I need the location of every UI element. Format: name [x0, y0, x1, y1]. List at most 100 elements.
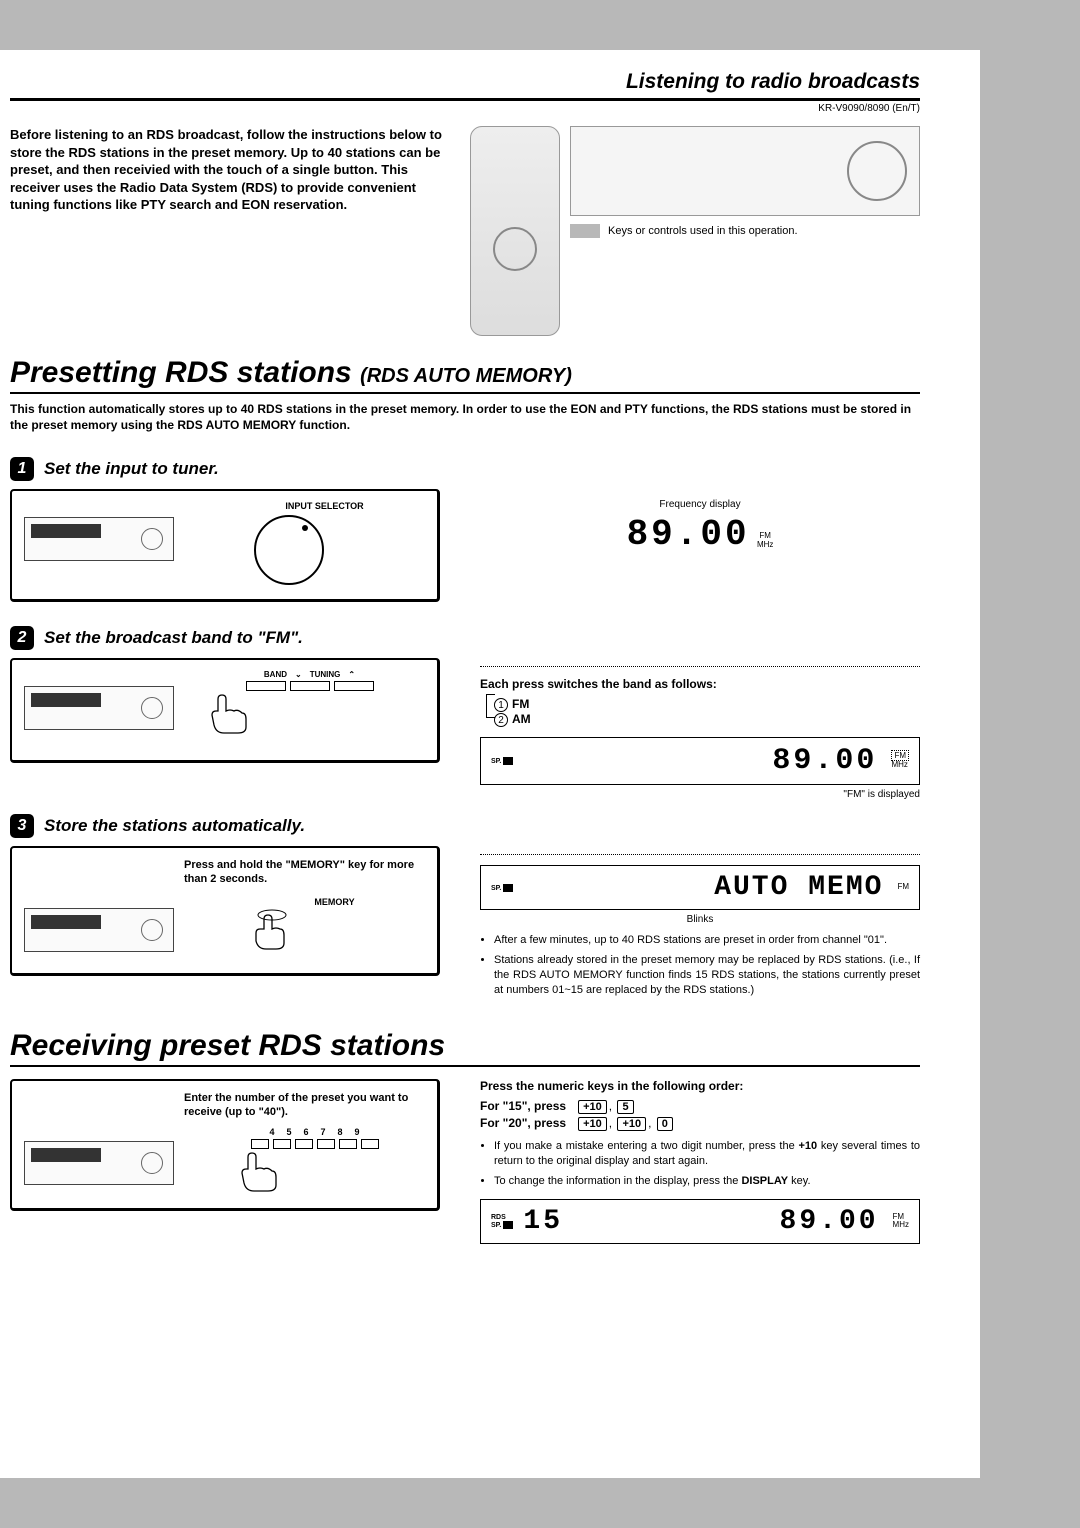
key-plus10-2: +10	[578, 1117, 607, 1131]
key-9: 9	[355, 1127, 360, 1137]
mini-receiver-icon-4	[24, 1141, 174, 1185]
step3-bullet2: Stations already stored in the preset me…	[494, 953, 920, 999]
band-list: 1 FM 2 AM	[494, 697, 531, 727]
step2-badge: 2	[10, 626, 34, 650]
step2-display: SP. 89.00 FM MHz	[480, 737, 920, 785]
sp-label-3: SP.	[491, 884, 513, 892]
freq-unit: FM MHz	[757, 532, 773, 550]
step3-badge: 3	[10, 814, 34, 838]
step3-bullets: After a few minutes, up to 40 RDS statio…	[480, 933, 920, 999]
section2-unit: FM MHz	[893, 1213, 909, 1231]
model-label: KR-V9090/8090 (En/T)	[10, 103, 920, 114]
key-4: 4	[269, 1127, 274, 1137]
key-6: 6	[303, 1127, 308, 1137]
press-numeric-text: Press the numeric keys in the following …	[480, 1079, 920, 1093]
receiver-illustration	[570, 126, 920, 216]
hand-icon-4	[234, 1149, 290, 1193]
step3-dot-rule	[480, 854, 920, 855]
sp-text-3: SP.	[491, 885, 501, 892]
section1-title-sub: (RDS AUTO MEMORY)	[360, 365, 572, 387]
key-5-box: 5	[617, 1100, 633, 1114]
fm-displayed-caption: "FM" is displayed	[480, 789, 920, 800]
tuning-label: TUNING	[310, 670, 341, 679]
opt2-num: 2	[494, 713, 508, 727]
section2-bullet2: To change the information in the display…	[494, 1174, 920, 1189]
step2-title: Set the broadcast band to "FM".	[44, 628, 303, 648]
intro-text: Before listening to an RDS broadcast, fo…	[10, 126, 450, 336]
freq-band: FM	[759, 531, 771, 540]
opt2-label: AM	[512, 712, 531, 726]
mini-receiver-icon-2	[24, 686, 174, 730]
step3-title: Store the stations automatically.	[44, 816, 305, 836]
section2-rule	[10, 1065, 920, 1067]
page-title: Listening to radio broadcasts	[10, 70, 920, 94]
section1-desc: This function automatically stores up to…	[10, 402, 920, 433]
section1-title-main: Presetting RDS stations	[10, 356, 352, 389]
freq-mhz: MHz	[757, 540, 773, 549]
step1-title: Set the input to tuner.	[44, 459, 219, 479]
step2-unit: FM MHz	[891, 752, 909, 770]
section1-heading: Presetting RDS stations (RDS AUTO MEMORY…	[10, 356, 920, 390]
for15-label: For "15", press	[480, 1099, 566, 1113]
memory-instruction: Press and hold the "MEMORY" key for more…	[24, 858, 425, 887]
freq-caption: Frequency display	[480, 499, 920, 510]
opt1-num: 1	[494, 698, 508, 712]
tuning-down-button	[290, 681, 330, 691]
band-label: BAND	[264, 670, 287, 679]
step2-dot-rule	[480, 666, 920, 667]
remote-illustration	[470, 126, 560, 336]
manual-page: 2 6 Operations Listening to radio broadc…	[0, 50, 980, 1478]
keys-caption-text: Keys or controls used in this operation.	[608, 225, 798, 237]
freq-display: 89.00	[627, 514, 750, 555]
num-btn	[317, 1139, 335, 1149]
b2c: key.	[788, 1175, 810, 1187]
preset-num-display: 15	[523, 1206, 563, 1237]
band-button	[246, 681, 286, 691]
step3-band: FM	[897, 883, 909, 892]
sp-text-4: SP.	[491, 1222, 501, 1229]
key-5: 5	[286, 1127, 291, 1137]
hand-icon	[204, 691, 260, 735]
mini-receiver-icon-3	[24, 908, 174, 952]
key-7: 7	[321, 1127, 326, 1137]
step1-badge: 1	[10, 457, 34, 481]
for20-label: For "20", press	[480, 1116, 566, 1130]
b2b: DISPLAY	[741, 1175, 788, 1187]
num-btn	[295, 1139, 313, 1149]
band-buttons	[194, 681, 425, 691]
section2-bullet1: If you make a mistake entering a two dig…	[494, 1139, 920, 1170]
sp-a-icon-4	[503, 1221, 513, 1229]
intro-row: Before listening to an RDS broadcast, fo…	[10, 126, 920, 336]
tuning-up-button	[334, 681, 374, 691]
sp-text: SP.	[491, 758, 501, 765]
num-btn	[361, 1139, 379, 1149]
step2-header: 2 Set the broadcast band to "FM".	[10, 626, 920, 650]
rds-label: RDS	[491, 1214, 506, 1221]
num-btn	[339, 1139, 357, 1149]
blinks-caption: Blinks	[480, 914, 920, 925]
b1a: If you make a mistake entering a two dig…	[494, 1140, 798, 1152]
b1b: +10	[798, 1140, 817, 1152]
section2-content: Enter the number of the preset you want …	[10, 1079, 920, 1248]
step1-header: 1 Set the input to tuner.	[10, 457, 920, 481]
opt1-label: FM	[512, 697, 529, 711]
receiver-column: Keys or controls used in this operation.	[570, 126, 920, 238]
step2-freq: 89.00	[772, 744, 877, 778]
section2-diagram: Enter the number of the preset you want …	[10, 1079, 440, 1212]
num-btn	[251, 1139, 269, 1149]
step3-bullet1: After a few minutes, up to 40 RDS statio…	[494, 933, 920, 948]
sp-a-icon	[503, 757, 513, 765]
step3-diagram: Press and hold the "MEMORY" key for more…	[10, 846, 440, 976]
key-0-box: 0	[657, 1117, 673, 1131]
step3-content: Press and hold the "MEMORY" key for more…	[10, 846, 920, 1003]
down-icon: ⌄	[295, 670, 302, 679]
key-plus10-3: +10	[617, 1117, 646, 1131]
key-8: 8	[338, 1127, 343, 1137]
band-labels: BAND ⌄ TUNING ⌃	[194, 670, 425, 679]
auto-memo-text: AUTO MEMO	[714, 872, 883, 903]
keys-caption: Keys or controls used in this operation.	[570, 224, 920, 238]
section2-display: RDS SP. 15 89.00 FM MHz	[480, 1199, 920, 1244]
for-20-line: For "20", press +10, +10, 0	[480, 1116, 920, 1131]
device-images: Keys or controls used in this operation.	[470, 126, 920, 336]
section2-heading: Receiving preset RDS stations	[10, 1029, 920, 1063]
